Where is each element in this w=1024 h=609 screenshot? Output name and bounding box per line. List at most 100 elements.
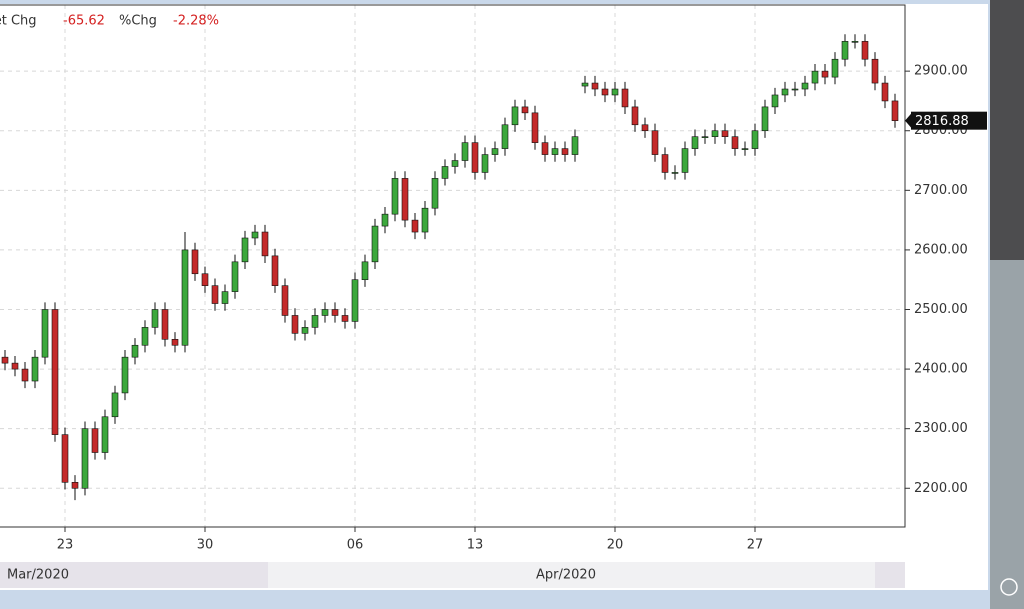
candle-body [221, 291, 229, 304]
candle-body [671, 172, 679, 174]
x-tick-label: 23 [57, 538, 74, 553]
candle-body [561, 148, 569, 155]
candle-body [301, 327, 309, 334]
candle-body [841, 41, 849, 60]
candle-body [661, 154, 669, 173]
period-label: Apr/2020 [536, 568, 596, 583]
candle-body [121, 356, 129, 394]
candle-body [851, 41, 859, 43]
candle-body [331, 309, 339, 316]
candle-body [871, 58, 879, 84]
candle-body [881, 82, 889, 102]
candle-body [91, 428, 99, 453]
candle-body [41, 309, 49, 358]
candle-body [181, 249, 189, 346]
candle-body [861, 41, 869, 60]
candle-body [431, 178, 439, 209]
candle-body [681, 148, 689, 173]
candle-body [371, 225, 379, 263]
candle-body [201, 273, 209, 286]
x-tick-label: 27 [747, 538, 764, 553]
candle-body [291, 315, 299, 334]
candle-body [81, 428, 89, 489]
candle-body [611, 88, 619, 96]
candle-body [771, 94, 779, 108]
candle-body [451, 160, 459, 167]
candle-body [751, 130, 759, 149]
plot-frame [0, 4, 906, 528]
candle-body [351, 279, 359, 322]
info-icon[interactable] [1000, 578, 1018, 596]
candle-body [801, 82, 809, 90]
candle-body [241, 237, 249, 263]
y-tick-label: 2200.00 [914, 481, 968, 496]
last-price-pointer [905, 112, 912, 129]
candle-body [421, 207, 429, 233]
candle-body [631, 106, 639, 126]
x-tick-label: 20 [607, 538, 624, 553]
period-label: Mar/2020 [7, 568, 69, 583]
y-tick-label: 2900.00 [914, 64, 968, 79]
net-chg-label: Net Chg [0, 14, 37, 29]
candle-body [481, 154, 489, 173]
last-price-box [911, 111, 987, 130]
candle-body [501, 124, 509, 149]
y-tick-label: 2500.00 [914, 302, 968, 317]
candle-body [891, 100, 899, 121]
candle-body [381, 213, 389, 227]
candle-body [511, 106, 519, 126]
candle-body [391, 178, 399, 215]
candle-body [571, 136, 579, 155]
candle-body [701, 136, 709, 138]
candle-body [691, 136, 699, 149]
y-tick-label: 2700.00 [914, 183, 968, 198]
period-band [875, 562, 905, 588]
x-tick-label: 06 [347, 538, 364, 553]
candle-body [401, 178, 409, 221]
candle-body [491, 148, 499, 155]
candle-body [71, 482, 79, 489]
candle-body [641, 124, 649, 132]
period-band [0, 562, 268, 588]
candle-body [741, 148, 749, 150]
candle-body [531, 112, 539, 143]
candle-body [251, 231, 259, 239]
x-tick-label: 13 [467, 538, 484, 553]
candle-body [341, 315, 349, 322]
candle-body [51, 309, 59, 435]
candle-body [541, 142, 549, 155]
candle-body [11, 362, 19, 370]
net-chg: -65.62 [63, 14, 105, 29]
candle-body [281, 285, 289, 316]
candle-body [711, 130, 719, 137]
y-tick-label: 2600.00 [914, 242, 968, 257]
period-band [268, 562, 875, 588]
candle-body [211, 285, 219, 304]
candle-body [1, 356, 9, 364]
candle-body [31, 356, 39, 382]
side-panel [990, 0, 1024, 260]
pct-chg-label: %Chg [119, 14, 157, 29]
candle-body [521, 106, 529, 114]
candle-body [831, 58, 839, 78]
candle-body [151, 309, 159, 328]
candle-body [721, 130, 729, 137]
candle-body [111, 392, 119, 418]
candle-body [261, 231, 269, 257]
candle-body [161, 309, 169, 340]
last-price-label: 2816.88 [915, 114, 969, 129]
candle-body [581, 82, 589, 87]
candle-body [821, 70, 829, 78]
candle-body [791, 88, 799, 91]
candle-body [61, 434, 69, 483]
x-tick-label: 30 [197, 538, 214, 553]
pct-chg: -2.28% [173, 14, 219, 29]
candle-body [591, 82, 599, 90]
candle-body [231, 261, 239, 292]
candle-body [171, 338, 179, 346]
candle-body [21, 368, 29, 382]
candle-body [191, 249, 199, 275]
candle-body [361, 261, 369, 281]
candle-body [551, 148, 559, 155]
candle-body [321, 309, 329, 316]
